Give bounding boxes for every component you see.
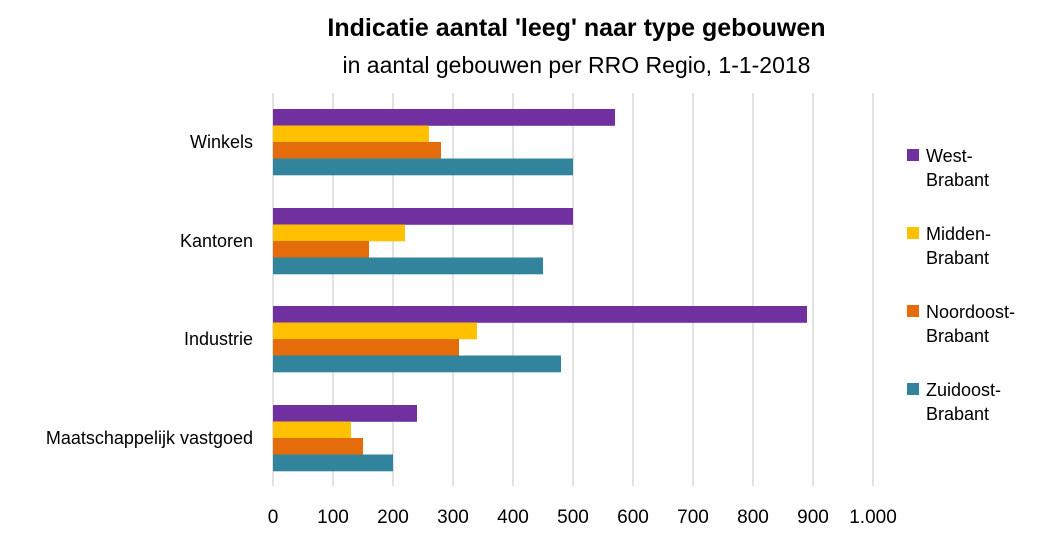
legend-label: Noordoost-Brabant [926, 302, 1015, 346]
bar [273, 125, 429, 143]
bars [273, 109, 807, 472]
bar [273, 355, 561, 373]
legend-swatch [907, 305, 919, 317]
x-tick-label: 900 [797, 507, 829, 528]
x-tick-label: 500 [557, 507, 589, 528]
legend-label: Zuidoost-Brabant [926, 380, 1001, 424]
legend-swatch [907, 149, 919, 161]
x-tick-label: 0 [268, 507, 279, 528]
x-tick-label: 100 [317, 507, 349, 528]
bar [273, 208, 573, 225]
bar [273, 224, 405, 242]
chart-subtitle: in aantal gebouwen per RRO Regio, 1-1-20… [342, 52, 811, 78]
category-label: Maatschappelijk vastgoed [46, 428, 253, 448]
bar [273, 109, 615, 126]
bar [273, 421, 351, 439]
bar [273, 158, 573, 176]
bar [273, 257, 543, 275]
category-label: Kantoren [180, 231, 253, 251]
legend: West-Brabant Midden-Brabant Noordoost-Brab… [907, 146, 1015, 424]
legend-label: West-Brabant [926, 146, 989, 190]
bar [273, 241, 369, 258]
x-tick-label: 800 [737, 507, 769, 528]
x-tick-label: 700 [677, 507, 709, 528]
bar [273, 306, 807, 323]
category-label: Winkels [190, 132, 253, 152]
bar [273, 142, 441, 159]
x-tick-label: 300 [437, 507, 469, 528]
bar [273, 322, 477, 340]
category-label: Industrie [184, 329, 253, 349]
legend-label: Midden-Brabant [926, 224, 991, 268]
legend-swatch [907, 227, 919, 239]
bar [273, 405, 417, 422]
category-labels: Winkels Kantoren Industrie Maatschappelijk … [46, 132, 253, 448]
x-tick-label: 200 [377, 507, 409, 528]
bar [273, 454, 393, 472]
x-tick-label: 600 [617, 507, 649, 528]
x-axis-ticks: 0 100 200 300 400 500 600 700 800 900 1.000 [268, 507, 897, 528]
x-tick-label: 400 [497, 507, 529, 528]
chart-title: Indicatie aantal 'leeg' naar type gebouw… [327, 14, 826, 42]
bar [273, 438, 363, 455]
legend-swatch [907, 383, 919, 395]
bar [273, 339, 459, 356]
x-tick-label: 1.000 [849, 507, 897, 528]
